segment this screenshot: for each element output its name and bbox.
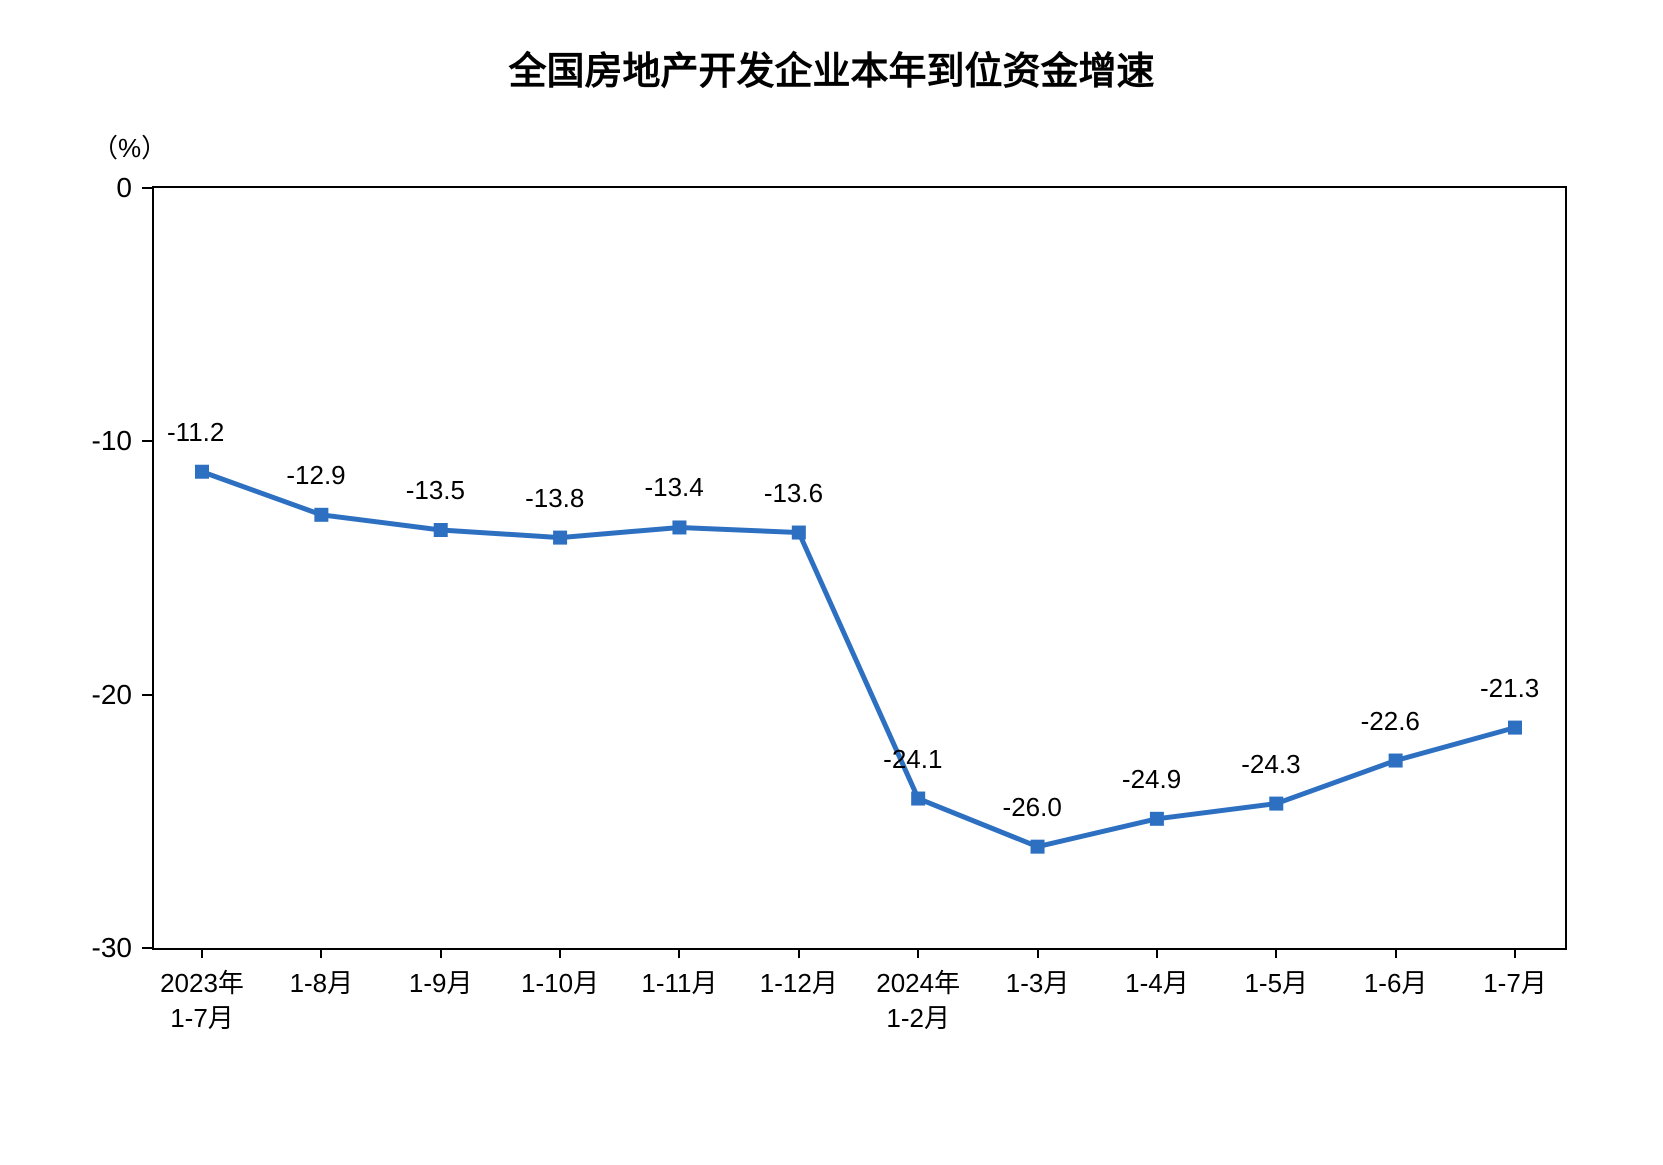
data-marker (1150, 812, 1164, 826)
xtick-label: 1-10月 (495, 966, 625, 1001)
xtick-mark (798, 948, 800, 958)
xtick-mark (1156, 948, 1158, 958)
ytick-mark (142, 440, 152, 442)
data-marker (1508, 721, 1522, 735)
xtick-label: 1-7月 (1450, 966, 1580, 1001)
data-label: -24.3 (1241, 749, 1300, 780)
xtick-mark (559, 948, 561, 958)
ytick-mark (142, 694, 152, 696)
xtick-label: 1-8月 (256, 966, 386, 1001)
xtick-mark (1037, 948, 1039, 958)
xtick-mark (201, 948, 203, 958)
data-marker (434, 523, 448, 537)
data-marker (1269, 797, 1283, 811)
data-marker (911, 792, 925, 806)
data-label: -24.9 (1122, 764, 1181, 795)
data-marker (195, 465, 209, 479)
ytick-label: -30 (92, 932, 132, 964)
xtick-mark (1395, 948, 1397, 958)
data-label: -21.3 (1480, 673, 1539, 704)
ytick-label: -10 (92, 425, 132, 457)
xtick-label: 1-11月 (614, 966, 744, 1001)
data-label: -13.5 (406, 475, 465, 506)
data-marker (1389, 754, 1403, 768)
xtick-mark (320, 948, 322, 958)
data-label: -13.8 (525, 483, 584, 514)
line-series-svg (152, 188, 1565, 948)
xtick-mark (917, 948, 919, 958)
data-marker (314, 508, 328, 522)
ytick-mark (142, 187, 152, 189)
xtick-label: 1-12月 (734, 966, 864, 1001)
xtick-label: 1-4月 (1092, 966, 1222, 1001)
ytick-mark (142, 947, 152, 949)
xtick-mark (1514, 948, 1516, 958)
ytick-label: -20 (92, 679, 132, 711)
xtick-label: 1-3月 (973, 966, 1103, 1001)
xtick-label: 1-9月 (376, 966, 506, 1001)
xtick-mark (440, 948, 442, 958)
ytick-label: 0 (116, 172, 132, 204)
data-label: -24.1 (883, 744, 942, 775)
chart-container: 全国房地产开发企业本年到位资金增速 （%） 0-10-20-302023年 1-… (0, 0, 1663, 1165)
data-label: -11.2 (167, 417, 224, 448)
data-label: -13.6 (764, 478, 823, 509)
xtick-label: 1-5月 (1211, 966, 1341, 1001)
data-marker (792, 526, 806, 540)
chart-title: 全国房地产开发企业本年到位资金增速 (0, 40, 1663, 95)
xtick-label: 2023年 1-7月 (137, 966, 267, 1036)
data-marker (672, 520, 686, 534)
plot-area: 0-10-20-302023年 1-7月1-8月1-9月1-10月1-11月1-… (152, 186, 1567, 950)
data-label: -22.6 (1361, 706, 1420, 737)
data-label: -26.0 (1003, 792, 1062, 823)
xtick-label: 2024年 1-2月 (853, 966, 983, 1036)
data-marker (553, 531, 567, 545)
data-label: -12.9 (286, 460, 345, 491)
y-axis-label: （%） (92, 128, 167, 165)
data-marker (1031, 840, 1045, 854)
xtick-mark (678, 948, 680, 958)
line-series (202, 472, 1515, 847)
xtick-label: 1-6月 (1331, 966, 1461, 1001)
data-label: -13.4 (644, 472, 703, 503)
xtick-mark (1275, 948, 1277, 958)
